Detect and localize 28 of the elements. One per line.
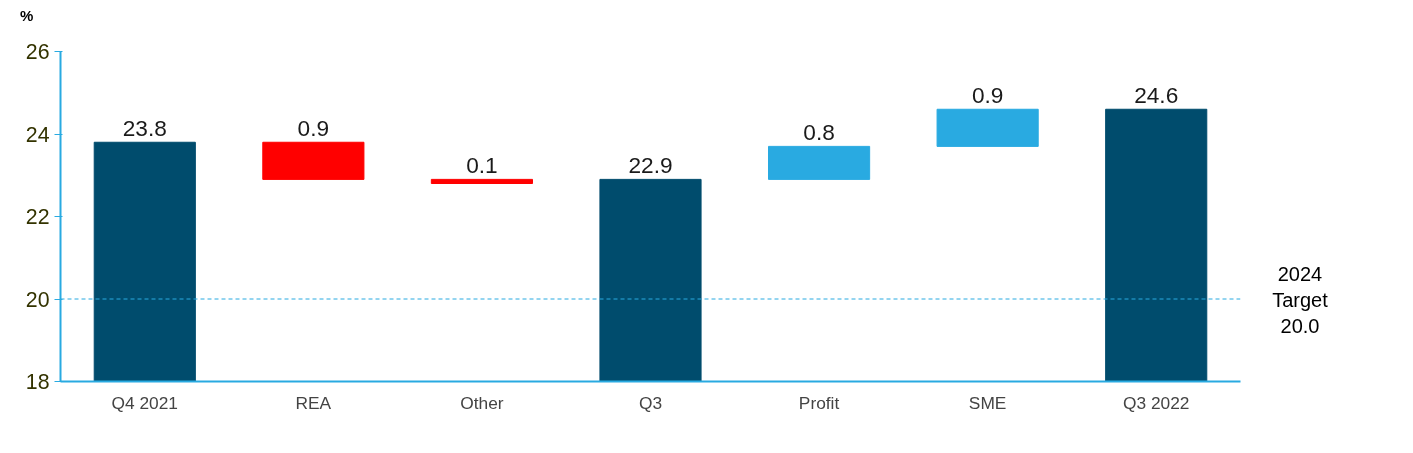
data-label: 0.8 — [803, 119, 835, 146]
bar — [1105, 109, 1208, 382]
bar — [768, 146, 871, 181]
bar — [599, 179, 702, 382]
data-label: 24.6 — [1134, 82, 1179, 109]
y-axis-title: % — [20, 6, 34, 26]
y-tick-label: 24 — [25, 122, 50, 147]
y-tick-label: 26 — [25, 40, 50, 65]
x-tick-label: Q3 — [638, 392, 663, 413]
data-label: 23.8 — [122, 115, 167, 142]
y-tick-label: 20 — [25, 287, 50, 312]
x-tick-label: REA — [295, 392, 332, 413]
y-tick-label: 18 — [25, 370, 50, 395]
x-tick-label: Profit — [798, 392, 840, 413]
x-tick-label: Q3 2022 — [1122, 392, 1190, 413]
data-label: 22.9 — [628, 152, 673, 179]
ref-line-label: 2024 Target 20.0 — [1272, 261, 1328, 339]
data-label: 0.9 — [297, 115, 330, 142]
data-label: 0.9 — [971, 82, 1004, 109]
bar — [936, 109, 1039, 148]
y-tick-label: 22 — [25, 205, 50, 230]
bar — [262, 142, 365, 181]
x-tick-label: Other — [460, 392, 504, 413]
data-label: 0.1 — [466, 152, 498, 179]
bar — [93, 142, 196, 382]
bar — [430, 179, 533, 185]
x-tick-label: Q4 2021 — [111, 392, 179, 413]
x-tick-label: SME — [968, 392, 1007, 413]
